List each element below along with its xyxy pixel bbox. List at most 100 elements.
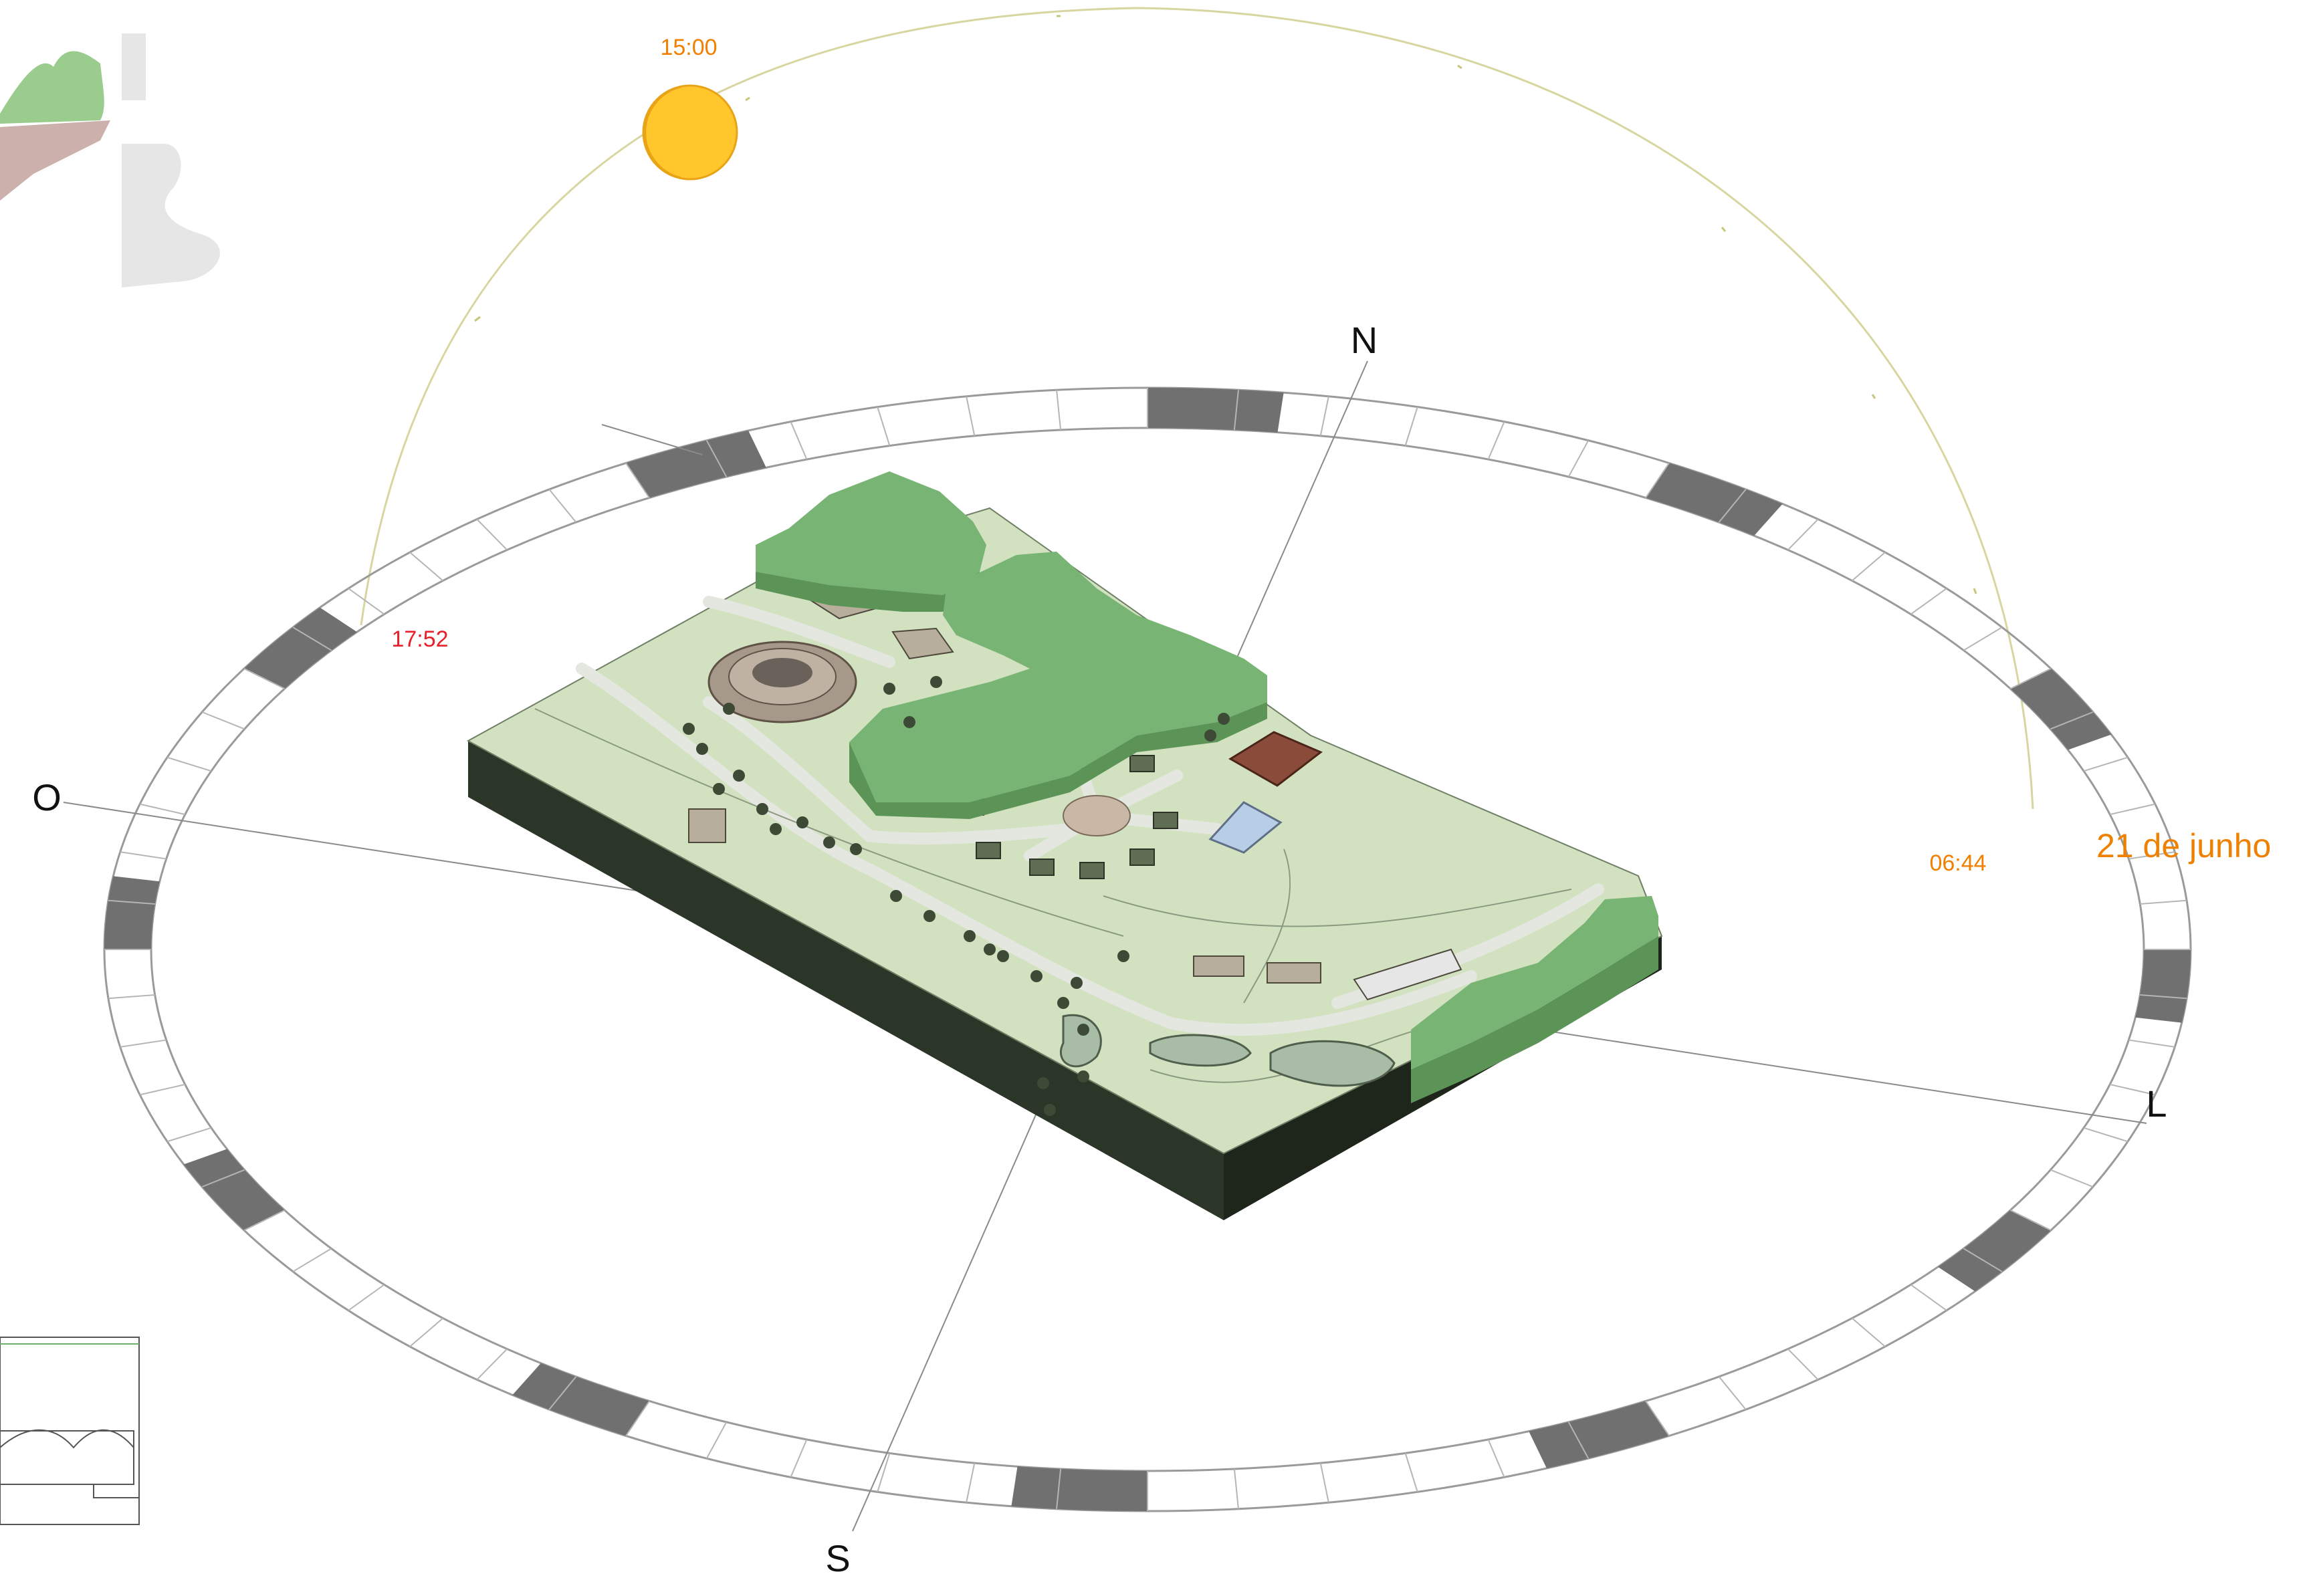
compass-ring xyxy=(103,386,2192,1512)
tree xyxy=(796,816,808,828)
tree xyxy=(1071,977,1083,989)
tree xyxy=(723,703,735,715)
ring-tick xyxy=(167,1127,212,1143)
ring-tick xyxy=(1567,1421,1590,1459)
compass-east-label: L xyxy=(2146,1082,2167,1125)
ring-tick xyxy=(1787,518,1819,551)
compass-south-label: S xyxy=(825,1537,850,1579)
left-edge-sketch xyxy=(0,33,220,288)
ring-tick xyxy=(2083,1127,2128,1143)
tree xyxy=(883,683,895,695)
ring-tick xyxy=(1963,626,2003,651)
ring-tick xyxy=(2110,803,2156,816)
tree xyxy=(890,890,902,902)
ring-tick xyxy=(120,851,167,860)
ring-tick xyxy=(2140,899,2187,905)
sun-icon xyxy=(642,84,738,181)
ring-tick xyxy=(409,1317,444,1347)
ring-tick xyxy=(1404,407,1418,446)
buildings xyxy=(688,587,1462,1001)
ring-segment xyxy=(1147,388,1284,433)
ring-segment xyxy=(512,1363,649,1436)
tree xyxy=(850,843,862,855)
ring-tick xyxy=(139,803,185,816)
ring-tick xyxy=(409,552,444,582)
trees xyxy=(683,676,1230,1116)
ring-tick xyxy=(348,1284,385,1311)
sunset-time-label: 17:52 xyxy=(391,626,448,652)
ring-tick xyxy=(1718,1376,1747,1410)
ring-segment xyxy=(2010,669,2112,750)
ring-tick xyxy=(1056,1468,1062,1509)
tree xyxy=(1117,950,1129,962)
ring-tick xyxy=(2128,851,2175,860)
ring-tick xyxy=(2009,668,2052,689)
ring-tick xyxy=(1487,1439,1505,1478)
ring-tick xyxy=(966,396,976,437)
ring-tick xyxy=(476,1348,508,1381)
tree xyxy=(1218,713,1230,725)
ring-tick xyxy=(625,462,650,499)
tree xyxy=(683,723,695,735)
ring-tick xyxy=(966,1462,976,1503)
tree xyxy=(1077,1070,1089,1082)
ring-tick xyxy=(1910,1284,1947,1311)
ring-tick xyxy=(877,1453,891,1492)
ring-tick xyxy=(705,1421,728,1459)
ring-tick xyxy=(790,1439,808,1478)
amphitheatre xyxy=(707,641,857,723)
ring-tick xyxy=(2050,1169,2094,1187)
ring-tick xyxy=(2128,1039,2175,1048)
compass-west-label: O xyxy=(32,776,62,818)
left-edge-detail xyxy=(0,1337,140,1525)
ring-segment xyxy=(244,607,357,689)
sunrise-time-label: 06:44 xyxy=(1929,850,1986,876)
ring-segment xyxy=(1011,1466,1147,1511)
ring-tick xyxy=(1319,1462,1329,1503)
tree xyxy=(1057,997,1069,1009)
vegetation-blocks xyxy=(756,471,1658,1103)
ring-tick xyxy=(243,668,286,689)
ring-tick xyxy=(243,1210,286,1231)
tree xyxy=(770,823,782,835)
ponds xyxy=(1059,1014,1396,1087)
ring-tick xyxy=(2083,756,2128,772)
ring-tick xyxy=(476,518,508,551)
ring-segment xyxy=(2135,949,2191,1023)
tree xyxy=(756,803,768,815)
tree xyxy=(964,930,976,942)
ring-tick xyxy=(625,1400,650,1437)
swimming-pool xyxy=(1208,801,1283,854)
ring-segment xyxy=(626,430,766,498)
ring-tick xyxy=(2009,1210,2052,1231)
ring-tick xyxy=(348,588,385,615)
sun-time-label: 15:00 xyxy=(660,35,717,60)
ring-tick xyxy=(548,489,577,523)
ring-tick xyxy=(201,1169,245,1187)
ring-tick xyxy=(790,421,808,460)
ring-tick xyxy=(877,407,891,446)
tree xyxy=(733,770,745,782)
ring-tick xyxy=(1718,489,1747,523)
compass-north-label: N xyxy=(1351,319,1378,361)
ring-tick xyxy=(1404,1453,1418,1492)
ring-segment xyxy=(1646,463,1783,536)
ring-tick xyxy=(1567,440,1590,477)
ring-tick xyxy=(139,1083,185,1096)
ring-segment xyxy=(183,1149,285,1230)
ring-tick xyxy=(292,1248,332,1272)
ring-tick xyxy=(1233,1468,1239,1509)
tree xyxy=(923,910,936,922)
site-model xyxy=(466,471,1663,1220)
ring-tick xyxy=(1910,588,1947,615)
ring-tick xyxy=(120,1039,167,1048)
model-base-front xyxy=(468,741,1224,1220)
tree xyxy=(984,943,996,955)
tree xyxy=(696,743,708,755)
ring-segment xyxy=(104,876,160,949)
tree xyxy=(713,783,725,795)
ring-tick xyxy=(1645,462,1670,499)
ring-tick xyxy=(292,626,332,651)
ring-tick xyxy=(2110,1083,2156,1096)
